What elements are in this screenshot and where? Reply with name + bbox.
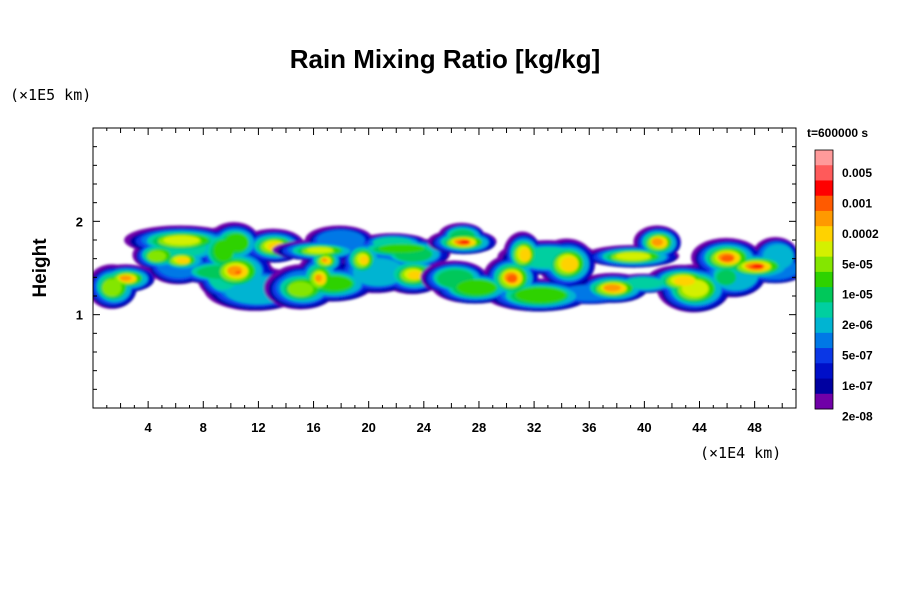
colorbar-box (815, 378, 833, 395)
contour-blob (615, 252, 651, 261)
contour-blob (359, 255, 369, 265)
contour-blob (314, 274, 322, 282)
contour-blob (651, 237, 663, 247)
contour-blob (515, 287, 567, 303)
contour-blob (560, 256, 579, 272)
contour-blob (321, 257, 328, 263)
x-tick-label: 36 (582, 420, 596, 435)
contour-blob (720, 254, 735, 263)
colorbar-box (815, 226, 833, 242)
contour-blob (673, 276, 696, 286)
contour-blob (460, 239, 470, 244)
contour-blob (235, 270, 242, 275)
colorbar-box (815, 195, 833, 212)
colorbar-box (815, 180, 833, 197)
contour-blob (102, 279, 122, 297)
contour-blob (176, 257, 190, 264)
colorbar-box (815, 271, 833, 288)
contour-blob (227, 265, 243, 276)
rain-field (93, 221, 796, 313)
contour-blob (147, 250, 167, 262)
colorbar-box (815, 256, 833, 273)
colorbar-box (815, 363, 833, 379)
x-tick-label: 32 (527, 420, 541, 435)
contour-blob (752, 264, 764, 268)
x-tick-label: 44 (692, 420, 707, 435)
colorbar-label: 0.001 (842, 196, 872, 210)
colorbar-box (815, 393, 833, 410)
colorbar-label: 2e-06 (842, 318, 873, 332)
colorbar-label: 2e-08 (842, 410, 873, 424)
contour-blob (287, 281, 314, 297)
y-tick-label: 1 (76, 308, 83, 323)
x-tick-label: 24 (417, 420, 432, 435)
x-tick-label: 28 (472, 420, 486, 435)
colorbar-box (815, 241, 833, 258)
colorbar-box (815, 302, 833, 318)
colorbar-box (815, 287, 833, 303)
colorbar: 0.005 0.001 0.0002 5e-05 1e-05 2e-06 5e-07 1e-0… (814, 149, 879, 424)
time-label: t=600000 s (807, 126, 869, 140)
contour-blob (163, 235, 200, 245)
x-tick-label: 16 (306, 420, 320, 435)
colorbar-label: 0.005 (842, 166, 872, 180)
contour-blob (716, 269, 737, 286)
colorbar-box (815, 150, 833, 166)
x-tick-label: 4 (145, 420, 153, 435)
plot-frame (92, 127, 797, 409)
x-tick-label: 40 (637, 420, 651, 435)
contour-blob (306, 247, 333, 253)
contour-blob (119, 275, 132, 281)
y-axis-unit: (×1E5 km) (10, 86, 92, 104)
x-tick-label: 8 (200, 420, 207, 435)
x-tick-label: 20 (361, 420, 375, 435)
y-tick-label: 2 (76, 214, 83, 229)
rain-contours (93, 221, 796, 313)
colorbar-label: 5e-07 (842, 349, 873, 363)
chart-title: Rain Mixing Ratio [kg/kg] (289, 44, 601, 74)
colorbar-box (815, 210, 833, 227)
contour-blob (519, 248, 532, 262)
contour-blob (378, 243, 425, 253)
contour-blob (623, 277, 664, 289)
contour-blob (456, 279, 497, 296)
colorbar-box (815, 348, 833, 364)
contour-blob (224, 233, 249, 252)
contour-blob (506, 274, 518, 283)
x-tick-label: 12 (251, 420, 265, 435)
colorbar-label: 1e-07 (842, 379, 873, 393)
colorbar-label: 1e-05 (842, 288, 873, 302)
colorbar-label: 5e-05 (842, 257, 873, 271)
x-tick-label: 48 (747, 420, 761, 435)
colorbar-box (815, 165, 833, 181)
colorbar-box (815, 332, 833, 349)
colorbar-frame (814, 149, 834, 410)
x-axis-unit: (×1E4 km) (700, 444, 782, 462)
colorbar-box (815, 317, 833, 334)
contour-blob (407, 270, 423, 280)
contour-blob (603, 284, 621, 292)
colorbar-label: 0.0002 (842, 227, 879, 241)
